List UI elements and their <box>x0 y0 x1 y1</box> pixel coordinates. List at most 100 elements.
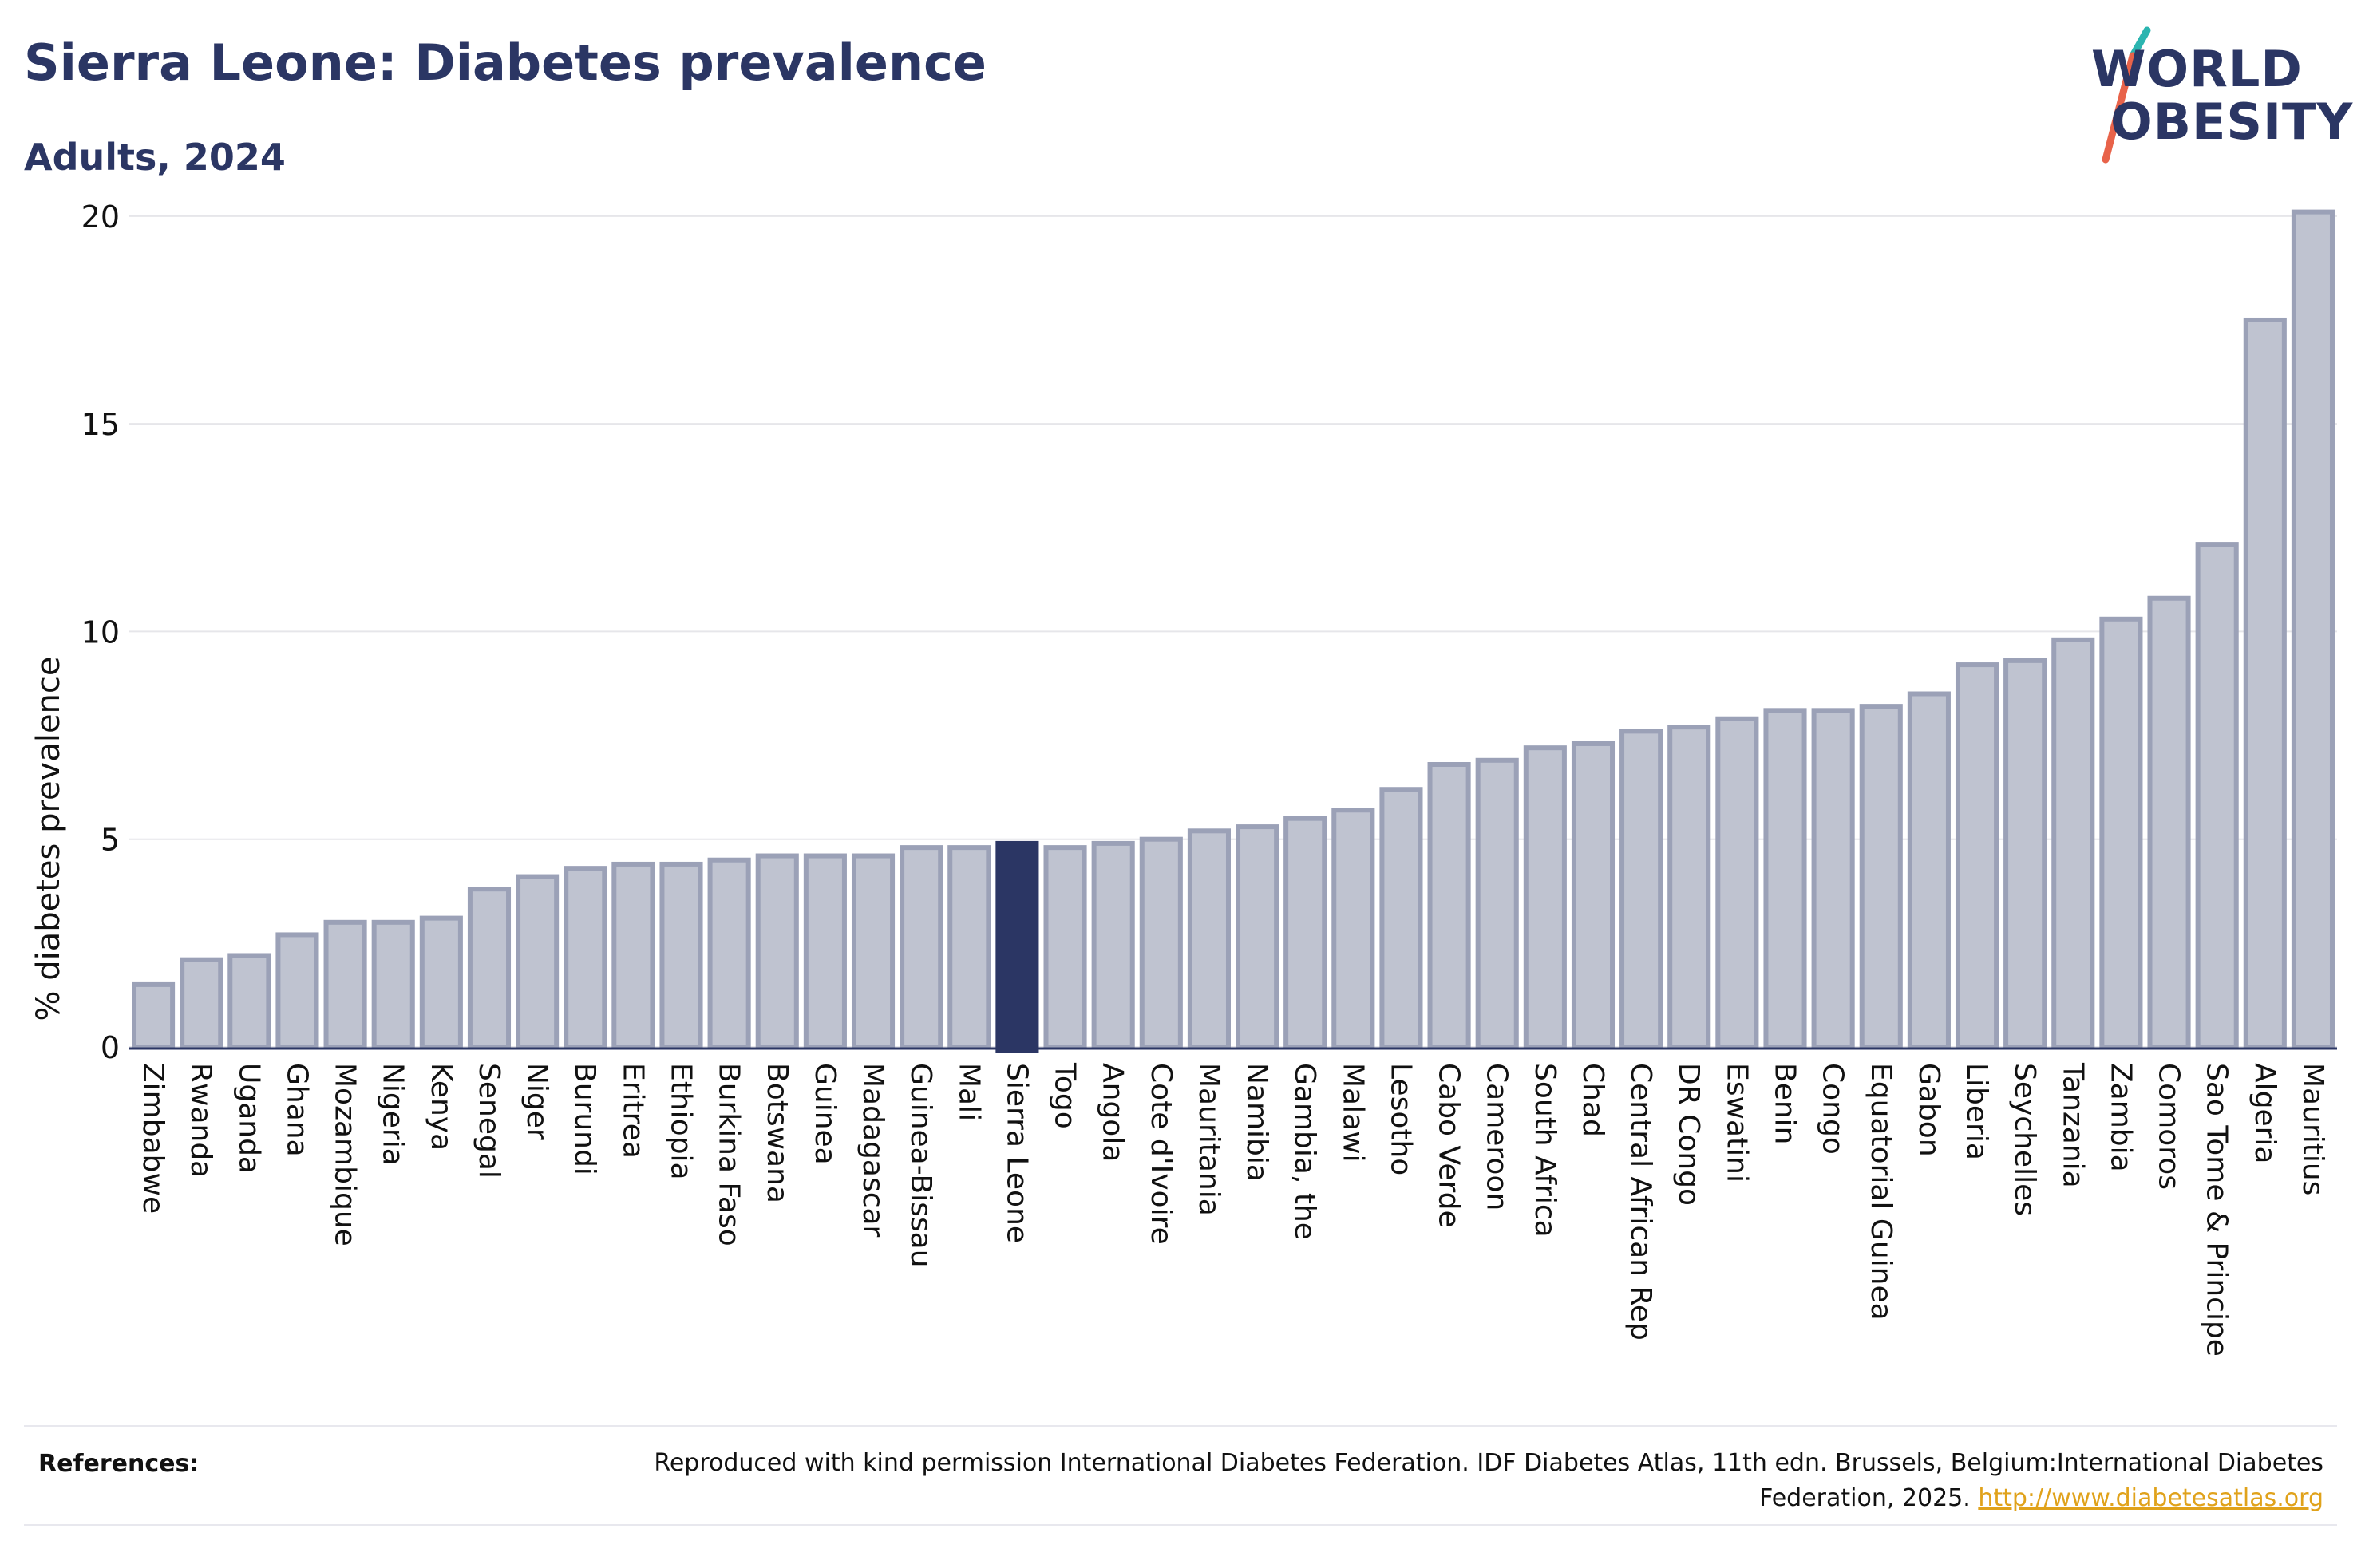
bar-sierra-leone[interactable] <box>995 840 1039 1053</box>
x-tick-label: Mauritania <box>1192 1063 1225 1216</box>
bar-niger[interactable] <box>516 874 560 1050</box>
y-axis-label: % diabetes prevalence <box>30 656 67 1021</box>
bar-uganda[interactable] <box>227 953 271 1049</box>
references-bottom-rule <box>24 1524 2337 1526</box>
bar-madagascar[interactable] <box>851 853 896 1049</box>
bar-equatorial-guinea[interactable] <box>1859 704 1903 1050</box>
bar-zimbabwe[interactable] <box>132 981 176 1049</box>
x-tick-label: Sao Tome & Principe <box>2201 1063 2233 1357</box>
x-tick-label: Ethiopia <box>665 1063 698 1180</box>
bar-tanzania[interactable] <box>2051 637 2095 1050</box>
bar-lesotho[interactable] <box>1379 787 1423 1049</box>
chart-title: Sierra Leone: Diabetes prevalence <box>24 34 987 92</box>
x-tick-label: Kenya <box>425 1063 457 1151</box>
x-tick-label: Malawi <box>1336 1063 1369 1163</box>
bar-guinea[interactable] <box>803 853 847 1049</box>
bar-rwanda[interactable] <box>180 957 223 1049</box>
x-tick-label: Togo <box>1049 1062 1082 1129</box>
x-tick-label: Chad <box>1576 1063 1609 1137</box>
bar-cameroon[interactable] <box>1475 757 1519 1049</box>
bar-algeria[interactable] <box>2243 317 2287 1049</box>
x-tick-label: South Africa <box>1529 1063 1561 1238</box>
bar-seychelles[interactable] <box>2003 658 2047 1050</box>
bar-gambia-the[interactable] <box>1283 816 1327 1049</box>
x-tick-label: Cabo Verde <box>1433 1063 1465 1228</box>
x-tick-label: Niger <box>520 1063 553 1140</box>
bar-togo[interactable] <box>1043 845 1087 1050</box>
bar-mauritania[interactable] <box>1187 828 1231 1049</box>
bar-chart: 0 5 10 15 20 Zimbabwe Rwanda Uganda Ghana Mozamb… <box>30 199 2337 1357</box>
references-top-rule <box>24 1425 2337 1427</box>
x-tick-label: Burkina Faso <box>713 1063 745 1246</box>
x-tick-label: Madagascar <box>856 1063 889 1238</box>
bar-ghana[interactable] <box>275 932 319 1049</box>
bar-mauritius[interactable] <box>2291 209 2335 1049</box>
bar-angola[interactable] <box>1091 840 1135 1049</box>
bar-comoros[interactable] <box>2147 595 2191 1049</box>
x-tick-label: Algeria <box>2248 1063 2281 1164</box>
x-tick-label: Comoros <box>2153 1063 2185 1190</box>
x-tick-label: Cameroon <box>1481 1063 1513 1211</box>
x-tick-label: Ghana <box>280 1063 313 1157</box>
bar-kenya[interactable] <box>419 915 463 1050</box>
bar-sao-tome-principe[interactable] <box>2195 542 2239 1049</box>
x-tick-label: Mali <box>952 1063 985 1121</box>
y-tick-labels: 0 5 10 15 20 <box>81 199 120 1065</box>
bar-malawi[interactable] <box>1331 808 1375 1049</box>
logo-line2: OBESITY <box>2110 93 2354 151</box>
bar-botswana[interactable] <box>755 853 799 1049</box>
x-tick-label: Equatorial Guinea <box>1865 1063 1897 1321</box>
y-tick-label: 5 <box>101 823 120 858</box>
bar-south-africa[interactable] <box>1523 745 1567 1049</box>
bar-senegal[interactable] <box>467 887 512 1049</box>
bars <box>132 209 2335 1053</box>
logo-slash-icon <box>2102 26 2151 164</box>
x-tick-label: Guinea <box>809 1063 841 1165</box>
y-tick-label: 15 <box>81 407 120 442</box>
x-tick-label: Uganda <box>232 1063 265 1174</box>
bar-dr-congo[interactable] <box>1667 725 1711 1049</box>
x-tick-label: Guinea-Bissau <box>904 1063 937 1268</box>
bar-cote-d-ivoire[interactable] <box>1139 836 1183 1049</box>
references-label: References: <box>38 1450 200 1478</box>
bar-eswatini[interactable] <box>1715 716 1759 1049</box>
bar-burkina-faso[interactable] <box>707 857 751 1049</box>
x-tick-label: Zambia <box>2104 1063 2137 1172</box>
bar-liberia[interactable] <box>1955 662 1999 1049</box>
bar-guinea-bissau[interactable] <box>900 845 943 1050</box>
references-text: Reproduced with kind permission Internat… <box>607 1446 2323 1516</box>
bar-gabon[interactable] <box>1907 691 1951 1049</box>
x-tick-label: Mauritius <box>2296 1063 2329 1195</box>
x-tick-label: Lesotho <box>1384 1063 1417 1175</box>
bar-nigeria[interactable] <box>371 919 415 1050</box>
x-tick-label: Benin <box>1769 1063 1801 1144</box>
x-tick-label: Tanzania <box>2056 1062 2089 1188</box>
x-tick-label: Angola <box>1097 1063 1129 1162</box>
bar-burundi[interactable] <box>564 866 607 1049</box>
bar-cabo-verde[interactable] <box>1427 762 1471 1049</box>
bar-ethiopia[interactable] <box>659 861 703 1049</box>
bar-mali[interactable] <box>947 845 991 1050</box>
bar-zambia[interactable] <box>2099 616 2143 1049</box>
y-tick-label: 20 <box>81 199 120 235</box>
bar-eritrea[interactable] <box>611 861 655 1049</box>
bar-benin[interactable] <box>1763 708 1807 1050</box>
bar-namibia[interactable] <box>1236 824 1279 1050</box>
x-tick-label: Liberia <box>1960 1063 1993 1160</box>
x-tick-label: Mozambique <box>329 1063 362 1246</box>
bar-congo[interactable] <box>1811 708 1855 1050</box>
x-tick-label: Seychelles <box>2008 1063 2041 1216</box>
references-link[interactable]: http://www.diabetesatlas.org <box>1978 1484 2323 1512</box>
x-tick-label: Senegal <box>473 1063 505 1179</box>
bar-chad[interactable] <box>1571 741 1616 1049</box>
x-tick-label: Eswatini <box>1720 1063 1753 1183</box>
references-citation: Reproduced with kind permission Internat… <box>654 1449 2323 1512</box>
x-tick-label: Central African Rep <box>1624 1063 1657 1341</box>
bar-central-african-rep[interactable] <box>1619 729 1663 1050</box>
bar-mozambique[interactable] <box>323 919 367 1050</box>
x-tick-label: Rwanda <box>184 1063 217 1178</box>
x-tick-label: Gabon <box>1912 1063 1945 1157</box>
x-tick-label: Cote d'Ivoire <box>1145 1063 1177 1245</box>
chart-subtitle: Adults, 2024 <box>24 136 286 179</box>
y-tick-label: 10 <box>81 614 120 650</box>
